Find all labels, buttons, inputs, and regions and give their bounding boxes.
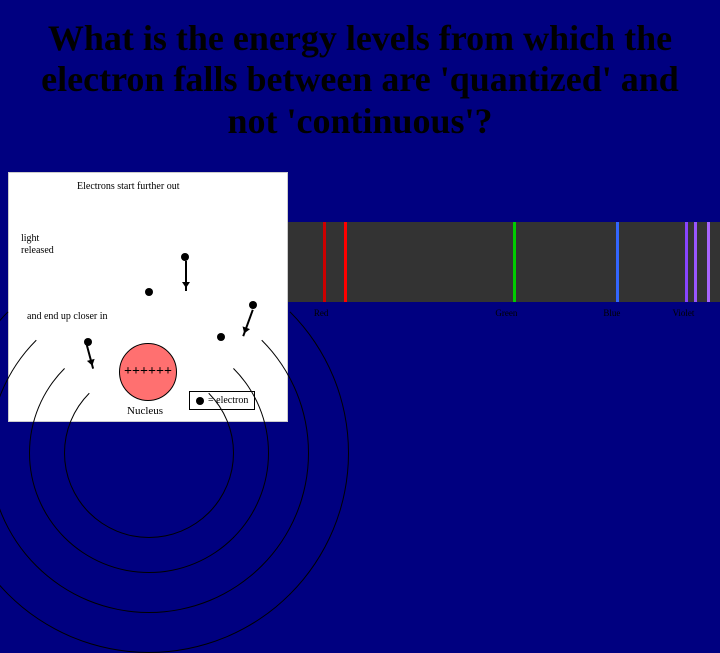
slide-content: Electrons start further out light releas… — [0, 152, 720, 422]
spectral-line — [513, 222, 516, 302]
slide-title: What is the energy levels from which the… — [0, 0, 720, 152]
atom-diagram: Electrons start further out light releas… — [8, 172, 288, 422]
emission-spectrum: Red Green Blue Violet — [288, 222, 720, 332]
spectral-label: Green — [495, 308, 517, 318]
electron-icon — [196, 397, 204, 405]
spectral-line — [685, 222, 688, 302]
diagram-label-light1: light — [21, 233, 39, 244]
spectral-line — [323, 222, 326, 302]
diagram-label-top: Electrons start further out — [77, 181, 179, 192]
transition-arrow — [185, 261, 187, 291]
nucleus: ++++++ — [119, 343, 177, 401]
electron-legend: = electron — [189, 391, 255, 410]
spectral-line — [344, 222, 347, 302]
spectral-label: Red — [314, 308, 329, 318]
spectral-line — [616, 222, 619, 302]
spectrum-bar — [288, 222, 720, 302]
spectral-label: Blue — [603, 308, 620, 318]
nucleus-label: Nucleus — [127, 405, 163, 417]
diagram-label-light2: released — [21, 245, 54, 256]
spectral-label: Violet — [672, 308, 694, 318]
legend-text: = electron — [208, 395, 248, 406]
spectral-line — [694, 222, 697, 302]
spectral-line — [707, 222, 710, 302]
